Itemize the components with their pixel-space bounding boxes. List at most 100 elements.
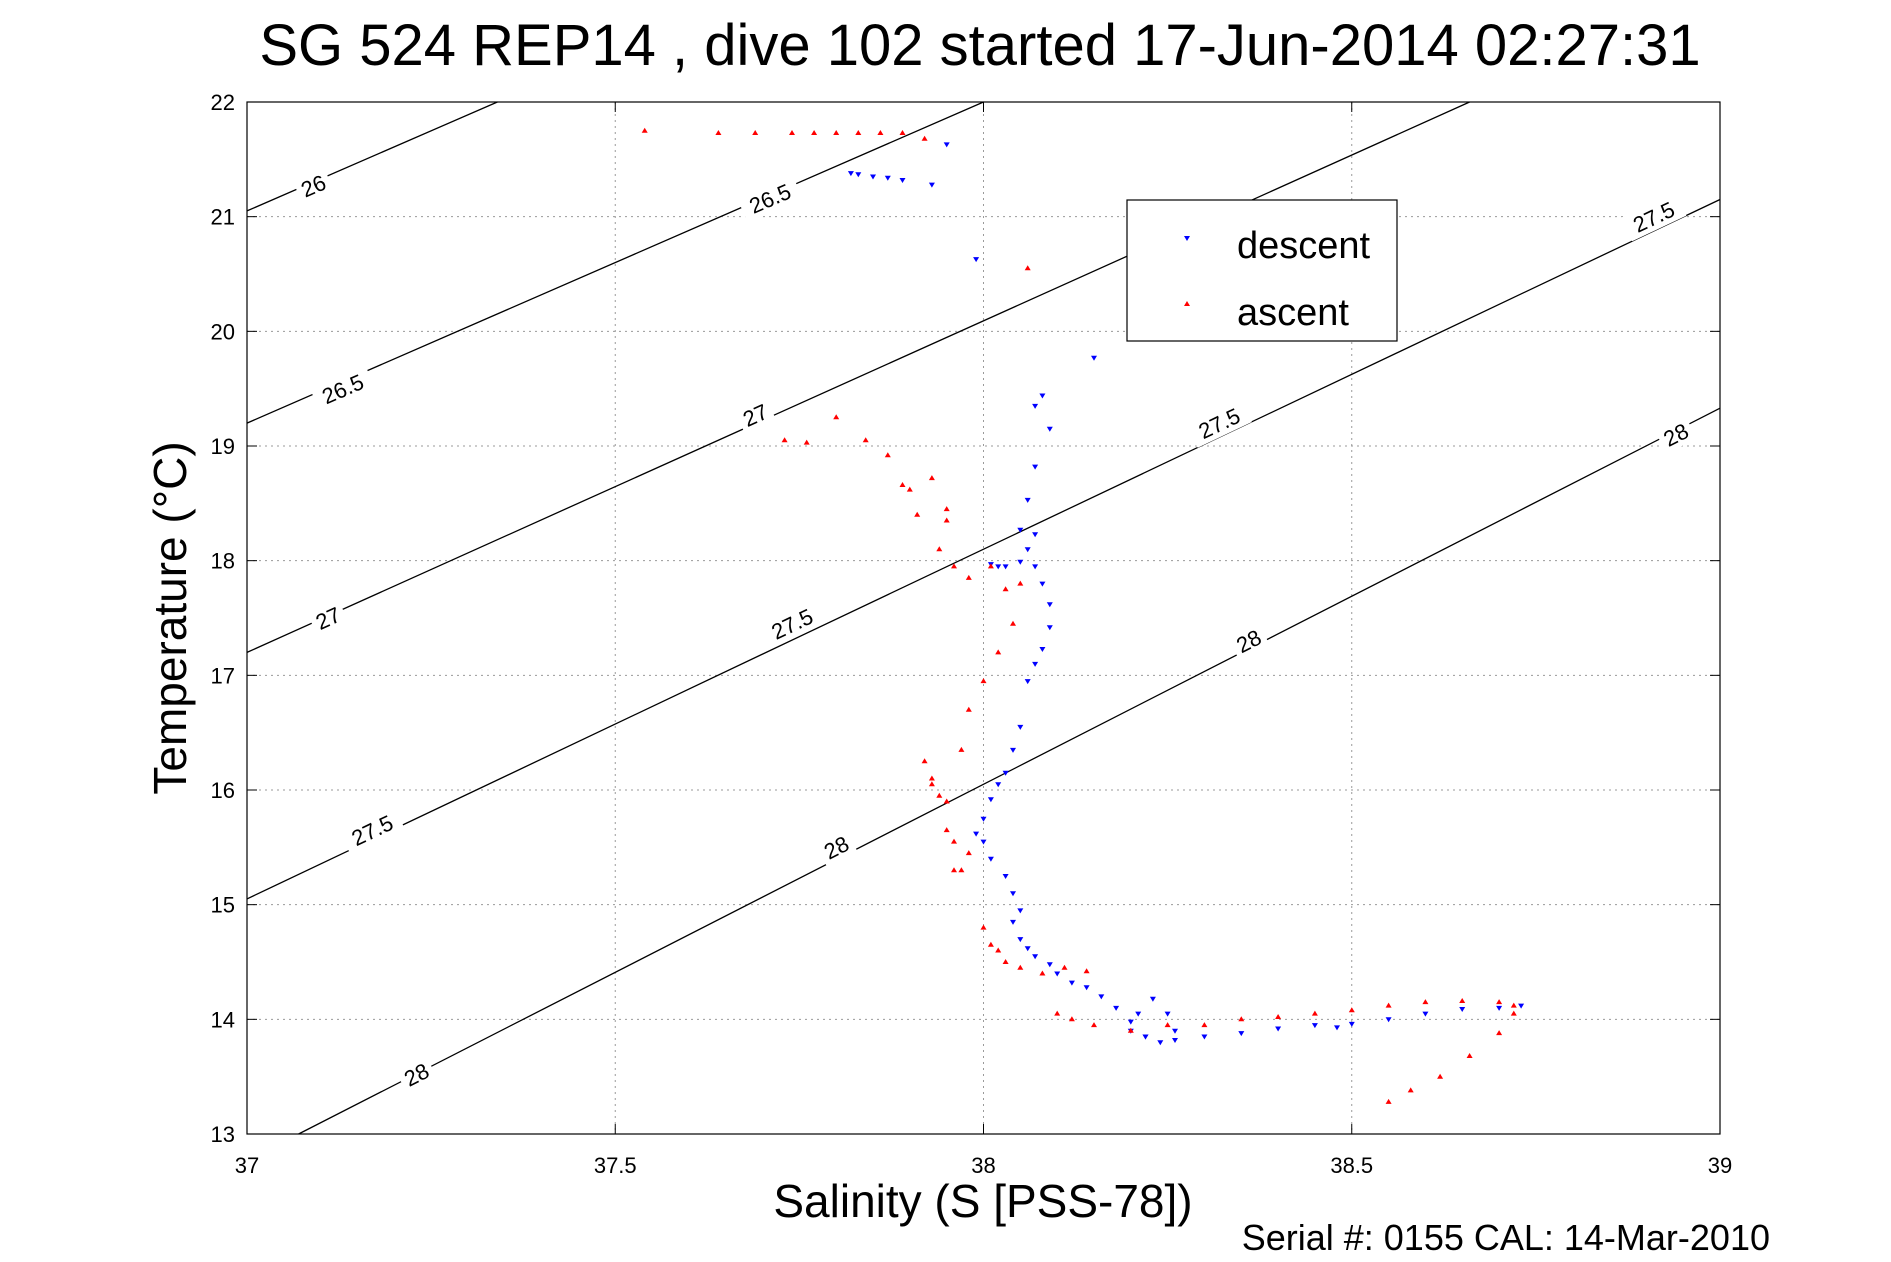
ascent-point (958, 746, 965, 752)
descent-point (973, 831, 980, 837)
ascent-point (1083, 968, 1090, 974)
contour-label-bg (1654, 415, 1697, 454)
y-tick-label: 19 (211, 434, 235, 459)
axis-ticks: 37 37.5 38 38.5 39 13 14 15 16 17 18 19 20 21 22 (211, 90, 1733, 1178)
contour-label-bg (292, 166, 335, 205)
descent-point (1083, 985, 1090, 991)
ascent-point (928, 781, 935, 787)
y-tick-label: 15 (211, 893, 235, 918)
ascent-point (1054, 1010, 1061, 1016)
descent-point (1127, 1019, 1134, 1025)
contour-line (246, 101, 1470, 653)
ascent-point (1017, 580, 1024, 586)
ascent-point (1510, 1002, 1517, 1008)
contour-label-bg (310, 364, 376, 413)
descent-point (1068, 980, 1075, 986)
descent-point (980, 816, 987, 822)
ascent-point (641, 127, 648, 133)
y-tick-label: 18 (211, 549, 235, 574)
contour-label-bg (339, 805, 405, 855)
ascent-point (789, 130, 795, 135)
ascent-point (936, 546, 943, 552)
ascent-point (1275, 1014, 1282, 1019)
contour-label-bg (759, 599, 825, 649)
ascent-point (884, 452, 891, 458)
ascent-point (951, 838, 957, 844)
ascent-point (958, 867, 965, 873)
y-tick-label: 21 (211, 205, 235, 230)
ascent-point (1348, 1007, 1355, 1013)
ascent-point (1017, 964, 1024, 970)
ascent-point (1010, 620, 1016, 626)
ascent-point (833, 414, 840, 420)
ascent-point (943, 517, 950, 523)
descent-point (1046, 625, 1053, 631)
descent-point (1172, 1028, 1178, 1034)
contour-label: 28 (815, 827, 858, 867)
descent-point (987, 856, 994, 862)
descent-point (987, 797, 994, 803)
descent-point (1032, 954, 1039, 960)
legend-box (1126, 199, 1398, 342)
ascent-point (965, 574, 972, 580)
descent-point (1098, 994, 1105, 1000)
x-tick-label: 39 (1708, 1153, 1732, 1178)
descent-point (1024, 547, 1031, 553)
contour-line (246, 198, 1721, 900)
y-tick-label: 20 (211, 319, 235, 344)
contour-label-bg (1227, 621, 1270, 661)
contour-label-bg (395, 1055, 438, 1094)
legend-ascent-label: ascent (1237, 292, 1349, 334)
contour-label-bg (815, 827, 858, 867)
descent-point (1032, 564, 1039, 570)
ascent-point (1496, 1030, 1503, 1036)
ascent-point (980, 924, 987, 930)
ascent-point (899, 482, 906, 487)
ascent-point (1024, 265, 1031, 271)
ascent-point (943, 506, 950, 512)
descent-point (1046, 962, 1053, 968)
ascent-point (1466, 1053, 1473, 1058)
contour-label-bg (1621, 192, 1687, 242)
descent-point (1054, 971, 1061, 977)
descent-point (1017, 724, 1024, 730)
contour-label-bg (1186, 398, 1252, 448)
legend-ascent-marker (1184, 301, 1190, 306)
ascent-point (1164, 1022, 1171, 1028)
descent-point (1002, 874, 1009, 879)
x-tick-label: 38.5 (1330, 1153, 1373, 1178)
descent-point (1032, 532, 1039, 538)
descent-point (1039, 581, 1046, 587)
descent-point (1149, 996, 1156, 1002)
descent-point (1032, 403, 1039, 409)
ascent-point (995, 947, 1002, 953)
descent-point (1017, 937, 1024, 943)
x-tick-label: 38 (971, 1153, 995, 1178)
descent-point (884, 175, 891, 181)
x-tick-label: 37 (235, 1153, 259, 1178)
descent-point (1091, 355, 1097, 361)
ascent-point (899, 130, 906, 135)
ascent-point (906, 486, 913, 492)
descent-point (995, 564, 1002, 570)
ascent-point (943, 827, 950, 833)
descent-point (1518, 1003, 1525, 1009)
x-axis-label: Salinity (S [PSS-78]) (773, 1175, 1192, 1227)
descent-point (1010, 747, 1016, 753)
ascent-point (1002, 586, 1009, 592)
ascent-point (943, 798, 950, 804)
ascent-point (1061, 964, 1068, 970)
descent-point (1113, 1005, 1120, 1011)
ascent-point (781, 437, 788, 443)
ascent-point (1510, 1010, 1517, 1016)
descent-point (1459, 1007, 1466, 1012)
ascent-point (951, 563, 957, 569)
ascent-point (921, 758, 928, 764)
descent-point (1334, 1025, 1340, 1031)
descent-point (943, 142, 950, 148)
ascent-point (833, 130, 840, 135)
descent-point (928, 182, 935, 188)
ascent-point (1385, 1002, 1392, 1008)
ascent-point (987, 941, 994, 947)
